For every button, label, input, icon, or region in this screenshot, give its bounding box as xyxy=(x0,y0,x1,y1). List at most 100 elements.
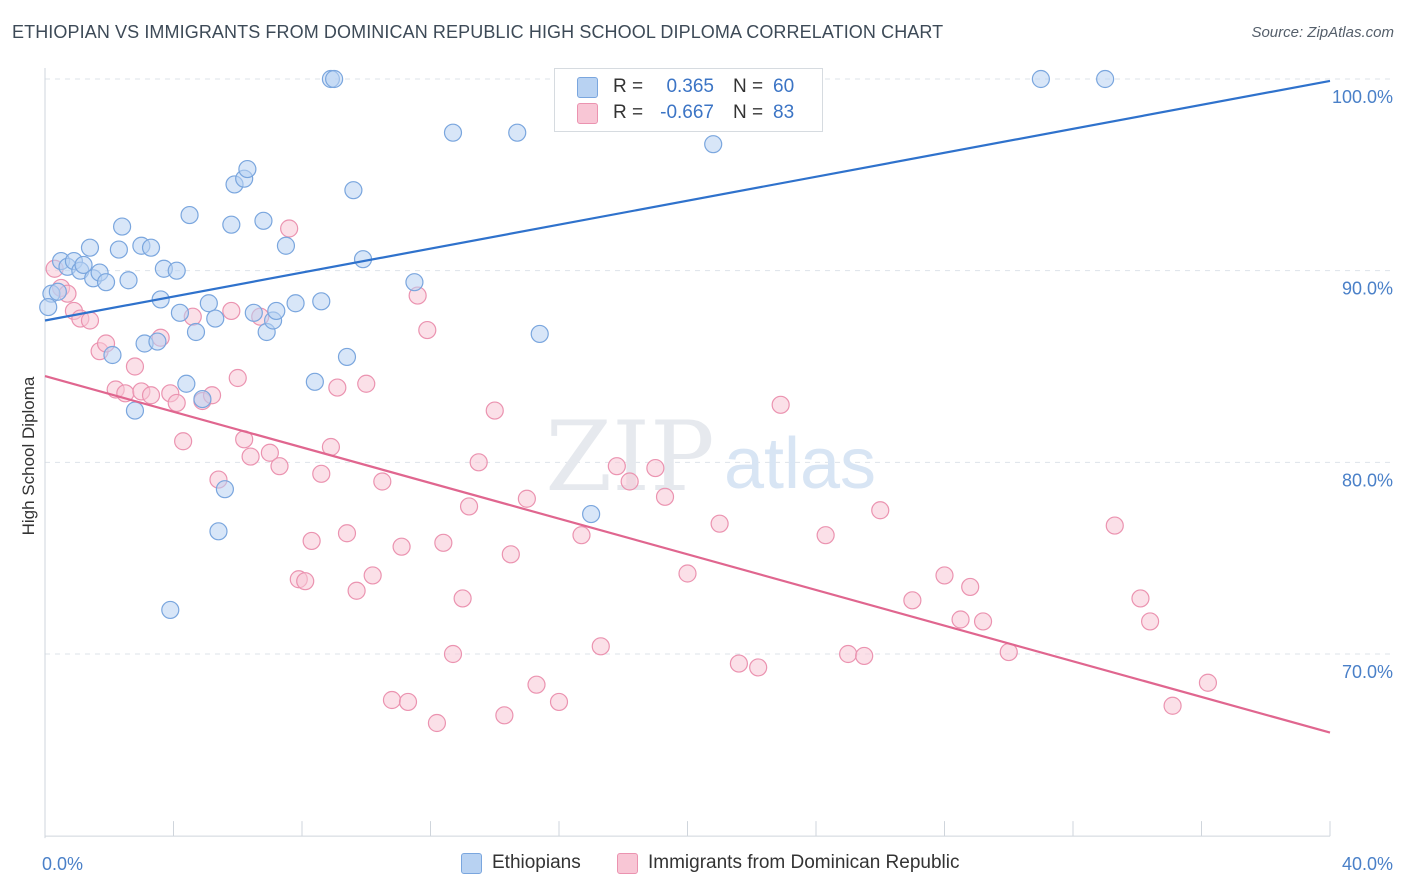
legend-n-value: 83 xyxy=(773,102,795,123)
dominican-point xyxy=(549,692,569,712)
dominican-point xyxy=(453,589,472,608)
x-tick-label-max: 40.0% xyxy=(1342,854,1393,874)
ethiopian-point xyxy=(305,372,324,391)
legend-r-label: R = xyxy=(613,76,644,97)
dominican-point xyxy=(1163,696,1182,715)
ethiopian-point xyxy=(167,261,186,280)
dominican-point xyxy=(871,501,890,520)
ethiopian-point xyxy=(238,159,257,179)
legend-n-label: N = xyxy=(733,102,764,123)
bottom-legend-swatch-pink xyxy=(617,853,638,874)
chart-title: ETHIOPIAN VS IMMIGRANTS FROM DOMINICAN R… xyxy=(12,22,944,42)
legend-n-value: 60 xyxy=(773,76,795,97)
dominican-point xyxy=(1131,589,1150,608)
dominican-point xyxy=(903,591,922,610)
ethiopian-point xyxy=(1096,69,1115,89)
ethiopian-point xyxy=(312,292,331,311)
dominican-point xyxy=(485,401,504,420)
dominican-point xyxy=(1105,516,1124,535)
ethiopian-point xyxy=(199,294,218,313)
ethiopian-point xyxy=(103,345,122,365)
dominican-point xyxy=(1198,673,1218,692)
y-tick-label: 70.0% xyxy=(1342,662,1393,682)
ethiopian-point xyxy=(186,322,206,342)
dominican-point xyxy=(951,610,970,629)
source-credit: Source: ZipAtlas.com xyxy=(1251,24,1394,41)
dominican-point xyxy=(729,654,749,673)
ethiopian-point xyxy=(1031,69,1050,89)
dominican-point xyxy=(1140,612,1160,631)
ethiopian-point xyxy=(244,303,263,322)
dominican-point xyxy=(710,514,729,533)
ethiopian-point xyxy=(286,294,305,313)
ethiopian-point xyxy=(96,273,116,292)
dominican-point xyxy=(270,457,289,476)
ethiopian-point xyxy=(39,297,58,317)
bottom-legend-label: Immigrants from Dominican Republic xyxy=(648,852,960,873)
dominican-point xyxy=(961,577,980,597)
dominican-point xyxy=(167,393,186,413)
ethiopian-point xyxy=(161,600,180,620)
ethiopian-point xyxy=(530,324,549,344)
ethiopian-point xyxy=(112,217,132,236)
dominican-point xyxy=(591,637,610,656)
ethiopian-point xyxy=(276,236,296,255)
dominican-point xyxy=(517,489,536,508)
dominican-point xyxy=(125,357,145,376)
ethiopian-trendline xyxy=(44,79,1331,322)
ethiopian-point xyxy=(405,273,424,292)
watermark-zip: ZIP xyxy=(545,401,714,513)
x-tick-label-min: 0.0% xyxy=(42,854,83,874)
dominican-point xyxy=(855,646,874,666)
ethiopian-point xyxy=(337,347,357,367)
dominican-point xyxy=(260,443,279,462)
dominican-point xyxy=(296,572,315,591)
dominican-point xyxy=(427,713,447,733)
dominican-point xyxy=(373,472,392,491)
tick-labels: 70.0% 80.0% 90.0% 100.0% 0.0% 40.0% xyxy=(42,87,1393,874)
dominican-point xyxy=(973,612,993,631)
ethiopian-point xyxy=(193,389,212,409)
dominican-trendline xyxy=(44,375,1331,734)
ethiopian-point xyxy=(177,374,196,393)
dominican-point xyxy=(527,675,546,694)
dominican-point xyxy=(228,368,247,388)
dominican-point xyxy=(363,566,382,585)
dominican-point xyxy=(816,526,835,545)
ethiopian-point xyxy=(125,401,145,420)
ethiopian-point xyxy=(180,205,199,225)
ethiopian-point xyxy=(508,123,527,142)
dominican-point xyxy=(222,301,241,321)
dominican-point xyxy=(572,526,591,545)
ethiopian-point xyxy=(80,238,100,257)
dominican-point xyxy=(357,374,376,393)
legend-n-label: N = xyxy=(733,76,764,97)
dominican-point xyxy=(655,487,675,506)
dominican-point xyxy=(312,464,331,483)
dominican-point xyxy=(459,497,479,516)
dominican-point xyxy=(241,447,260,466)
legend-swatch-blue xyxy=(577,77,598,98)
dominican-point xyxy=(749,658,768,677)
ethiopian-point xyxy=(222,215,241,234)
ethiopian-point xyxy=(109,240,128,259)
ethiopian-point xyxy=(206,309,225,328)
y-axis-label: High School Diploma xyxy=(19,376,38,535)
legend: R = 0.365 N = 60 R = -0.667 N = 83 xyxy=(554,68,823,132)
ethiopian-point xyxy=(325,69,344,89)
axes xyxy=(44,68,1331,839)
ethiopian-point xyxy=(148,332,167,351)
dominican-point xyxy=(678,564,697,583)
ethiopian-point xyxy=(582,504,601,524)
ethiopian-point xyxy=(344,181,363,200)
dominican-point xyxy=(398,692,418,712)
y-tick-label: 100.0% xyxy=(1332,87,1393,107)
ethiopian-point xyxy=(48,282,67,301)
trendlines xyxy=(44,79,1331,734)
ethiopian-point xyxy=(170,303,190,322)
bottom-legend-label: Ethiopians xyxy=(492,852,581,873)
dominican-point xyxy=(174,432,193,451)
legend-r-value: 0.365 xyxy=(666,76,714,97)
dominican-point xyxy=(418,320,437,340)
